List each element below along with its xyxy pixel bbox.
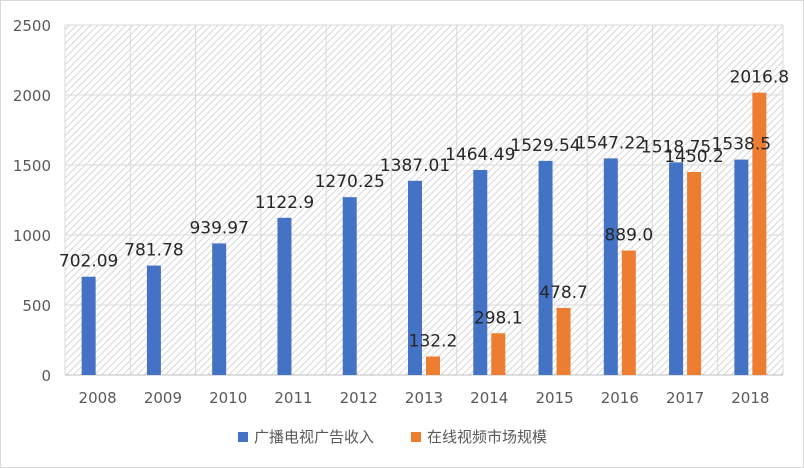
x-tick-label: 2014 bbox=[470, 389, 508, 407]
legend-label: 在线视频市场规模 bbox=[427, 428, 547, 446]
data-label: 478.7 bbox=[539, 283, 588, 303]
bar-online-video-2018 bbox=[752, 92, 767, 375]
x-tick-label: 2017 bbox=[666, 389, 704, 407]
data-label: 132.2 bbox=[409, 331, 458, 351]
bar-online-video-2014 bbox=[491, 333, 506, 375]
x-tick-label: 2015 bbox=[535, 389, 573, 407]
x-tick-label: 2018 bbox=[731, 389, 769, 407]
bar-ad-revenue-2010 bbox=[212, 243, 227, 375]
y-tick-label: 1000 bbox=[13, 227, 51, 245]
data-label: 1122.9 bbox=[255, 193, 314, 213]
bar-ad-revenue-2015 bbox=[538, 160, 553, 375]
bar-ad-revenue-2017 bbox=[669, 162, 684, 375]
data-label: 1270.25 bbox=[315, 172, 385, 192]
data-label: 1450.2 bbox=[664, 147, 723, 167]
y-tick-label: 0 bbox=[41, 367, 51, 385]
data-label: 1538.5 bbox=[712, 135, 771, 155]
data-label: 889.0 bbox=[604, 226, 653, 246]
data-label: 2016.8 bbox=[730, 68, 789, 88]
legend: 广播电视广告收入 在线视频市场规模 bbox=[238, 428, 547, 446]
data-label: 702.09 bbox=[59, 252, 118, 272]
y-tick-label: 2000 bbox=[13, 87, 51, 105]
bar-ad-revenue-2012 bbox=[342, 197, 357, 375]
x-tick-label: 2008 bbox=[79, 389, 117, 407]
bar-ad-revenue-2011 bbox=[277, 217, 292, 375]
legend-swatch bbox=[411, 432, 421, 442]
bar-ad-revenue-2009 bbox=[146, 265, 161, 375]
bar-online-video-2013 bbox=[426, 356, 440, 375]
plot-area bbox=[65, 25, 783, 375]
data-label: 939.97 bbox=[189, 218, 248, 238]
data-label: 1387.01 bbox=[380, 156, 450, 176]
data-label: 1518.75 bbox=[641, 137, 711, 157]
bar-ad-revenue-2014 bbox=[473, 169, 488, 375]
legend-item: 广播电视广告收入 bbox=[238, 428, 374, 446]
bar-ad-revenue-2016 bbox=[603, 158, 618, 375]
legend-label: 广播电视广告收入 bbox=[254, 428, 374, 446]
x-tick-label: 2010 bbox=[209, 389, 247, 407]
data-label: 1529.54 bbox=[510, 136, 580, 156]
x-tick-label: 2013 bbox=[405, 389, 443, 407]
y-tick-label: 1500 bbox=[13, 157, 51, 175]
x-tick-label: 2016 bbox=[601, 389, 639, 407]
x-tick-label: 2009 bbox=[144, 389, 182, 407]
bar-online-video-2015 bbox=[556, 307, 571, 375]
bar-ad-revenue-2008 bbox=[81, 276, 96, 375]
y-tick-label: 500 bbox=[22, 297, 51, 315]
legend-swatch bbox=[238, 432, 248, 442]
bar-online-video-2016 bbox=[621, 250, 636, 375]
bar-ad-revenue-2013 bbox=[408, 180, 422, 375]
x-tick-label: 2012 bbox=[340, 389, 378, 407]
legend-item: 在线视频市场规模 bbox=[411, 428, 547, 446]
bar-online-video-2017 bbox=[687, 171, 702, 375]
bar-ad-revenue-2018 bbox=[734, 159, 749, 375]
y-tick-label: 2500 bbox=[13, 17, 51, 35]
data-label: 781.78 bbox=[124, 241, 183, 261]
x-tick-label: 2011 bbox=[274, 389, 312, 407]
data-label: 1464.49 bbox=[445, 145, 515, 165]
data-label: 1547.22 bbox=[576, 133, 646, 153]
data-label: 298.1 bbox=[474, 308, 523, 328]
